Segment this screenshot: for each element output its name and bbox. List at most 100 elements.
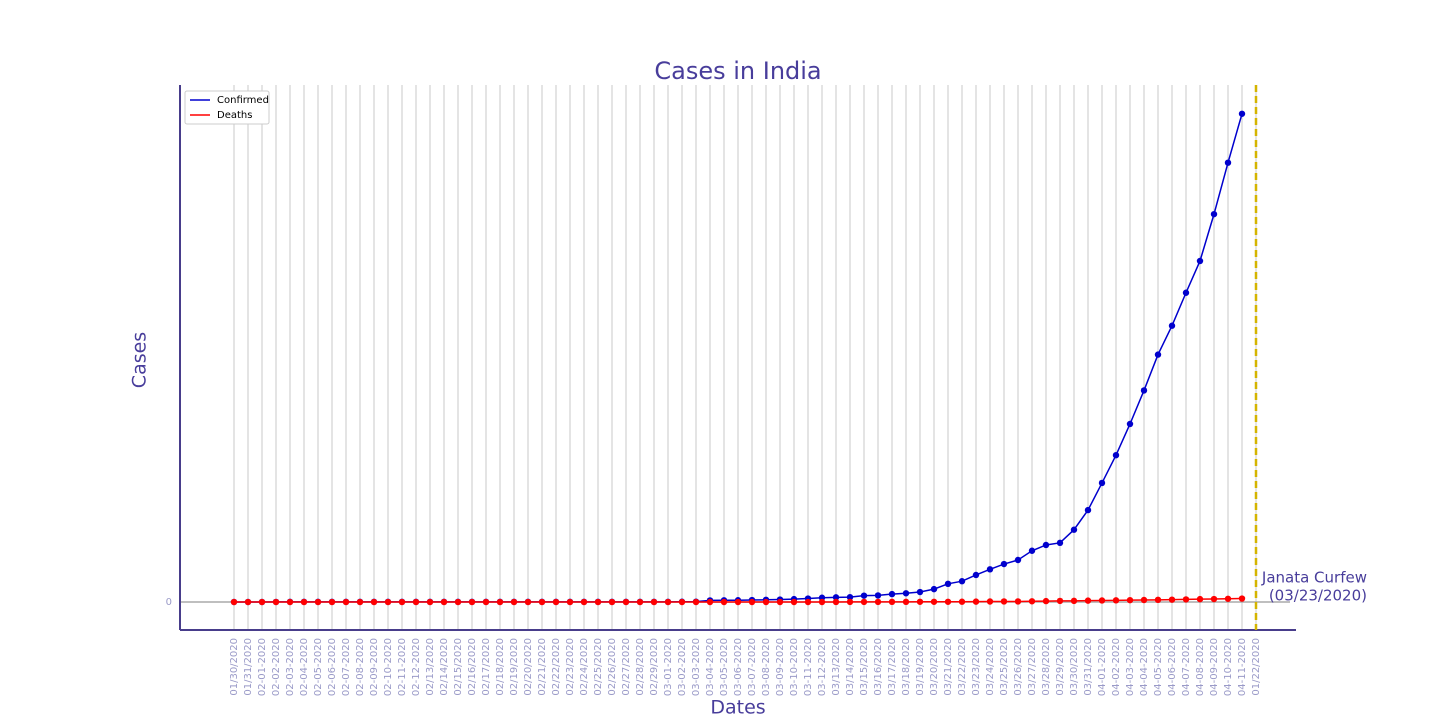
data-point (818, 598, 826, 606)
x-tick-label: 02/23/2020 (565, 638, 576, 696)
data-point (720, 598, 728, 606)
x-tick-label: 03-11-2020 (803, 638, 814, 696)
x-tick-label: 03-12-2020 (817, 638, 828, 696)
x-tick-label: 02/16/2020 (467, 638, 478, 696)
data-point (230, 598, 238, 606)
x-tick-label: 02/28/2020 (635, 638, 646, 696)
data-point (692, 598, 700, 606)
data-point (440, 598, 448, 606)
data-point (496, 598, 504, 606)
x-tick-label: 03/26/2020 (1013, 638, 1024, 696)
data-point (832, 594, 840, 601)
data-point (552, 598, 560, 606)
data-point (1028, 598, 1036, 605)
data-point (1168, 322, 1176, 329)
x-tick-label: 03/29/2020 (1055, 638, 1066, 696)
x-tick-label: 02/22/2020 (551, 638, 562, 696)
data-point (314, 598, 322, 606)
x-tick-label: 02-02-2020 (271, 638, 282, 696)
data-point (804, 598, 812, 606)
x-tick-label: 03/15/2020 (859, 638, 870, 696)
data-point (370, 598, 378, 606)
data-point (1224, 595, 1232, 602)
data-point (874, 598, 882, 606)
x-tick-label: 04-09-2020 (1209, 638, 1220, 696)
data-point (1056, 597, 1064, 605)
data-point (1098, 597, 1106, 604)
data-point (944, 598, 952, 605)
x-tick-label: 02/19/2020 (509, 638, 520, 696)
data-point (1000, 560, 1008, 568)
x-tick-label: 03/21/2020 (943, 638, 954, 696)
data-point (846, 593, 854, 601)
x-tick-label: 02/21/2020 (537, 638, 548, 696)
data-point (244, 598, 252, 606)
x-tick-label: 03/27/2020 (1027, 638, 1038, 696)
data-point (258, 598, 266, 606)
data-point (524, 598, 532, 606)
x-tick-label: 03-01-2020 (663, 638, 674, 696)
data-point (1154, 596, 1162, 604)
x-tick-label: 03-09-2020 (775, 638, 786, 696)
data-point (1070, 526, 1078, 533)
x-tick-label: 01/31/2020 (243, 638, 254, 696)
x-tick-label: 02-12-2020 (411, 638, 422, 696)
x-tick-label: 02/20/2020 (523, 638, 534, 696)
data-point (1014, 556, 1022, 564)
data-point (972, 598, 980, 605)
x-tick-label: 01/22/2020 (1251, 638, 1262, 696)
x-tick-label: 03/24/2020 (985, 638, 996, 696)
data-point (944, 580, 952, 588)
x-tick-label: 04-01-2020 (1097, 638, 1108, 696)
x-tick-label: 03-06-2020 (733, 638, 744, 696)
x-tick-label: 04-04-2020 (1139, 638, 1150, 696)
data-point (566, 598, 574, 606)
data-point (328, 598, 336, 606)
data-point (1168, 596, 1176, 603)
x-tick-label: 02/25/2020 (593, 638, 604, 696)
data-point (1042, 597, 1050, 605)
data-point (412, 598, 420, 606)
x-tick-label: 03/28/2020 (1041, 638, 1052, 696)
data-point (860, 598, 868, 606)
x-tick-label: 02-11-2020 (397, 638, 408, 696)
x-tick-label: 03-04-2020 (705, 638, 716, 696)
data-point (930, 598, 938, 605)
data-point (1210, 210, 1218, 218)
data-point (1084, 597, 1092, 604)
x-tick-label: 03-05-2020 (719, 638, 730, 696)
data-point (902, 598, 910, 606)
x-tick-label: 03/14/2020 (845, 638, 856, 696)
x-tick-label: 02-10-2020 (383, 638, 394, 696)
x-tick-label: 02-07-2020 (341, 638, 352, 696)
curfew-label: Janata Curfew (1261, 569, 1367, 587)
data-point (636, 598, 644, 606)
chart-title: Cases in India (654, 57, 821, 85)
x-tick-label: 03/18/2020 (901, 638, 912, 696)
data-point (1182, 596, 1190, 603)
data-point (1014, 598, 1022, 605)
x-tick-label: 02-06-2020 (327, 638, 338, 696)
x-tick-label: 03-03-2020 (691, 638, 702, 696)
data-point (1112, 451, 1120, 459)
data-point (734, 598, 742, 606)
x-tick-label: 04-07-2020 (1181, 638, 1192, 696)
x-tick-label: 03-10-2020 (789, 638, 800, 696)
x-tick-label: 03/23/2020 (971, 638, 982, 696)
x-tick-label: 02-09-2020 (369, 638, 380, 696)
x-tick-label: 03/22/2020 (957, 638, 968, 696)
data-point (902, 590, 910, 597)
x-tick-label: 03-08-2020 (761, 638, 772, 696)
x-tick-label: 03/19/2020 (915, 638, 926, 696)
data-point (1140, 596, 1148, 604)
data-point (930, 585, 938, 593)
data-point (538, 598, 546, 606)
x-tick-label: 03/31/2020 (1083, 638, 1094, 696)
data-point (888, 598, 896, 606)
x-tick-label: 01/30/2020 (229, 638, 240, 696)
data-point (972, 571, 980, 579)
data-point (1070, 597, 1078, 605)
y-axis-label: Cases (129, 332, 151, 388)
data-point (846, 598, 854, 606)
curfew-label: (03/23/2020) (1269, 587, 1367, 605)
